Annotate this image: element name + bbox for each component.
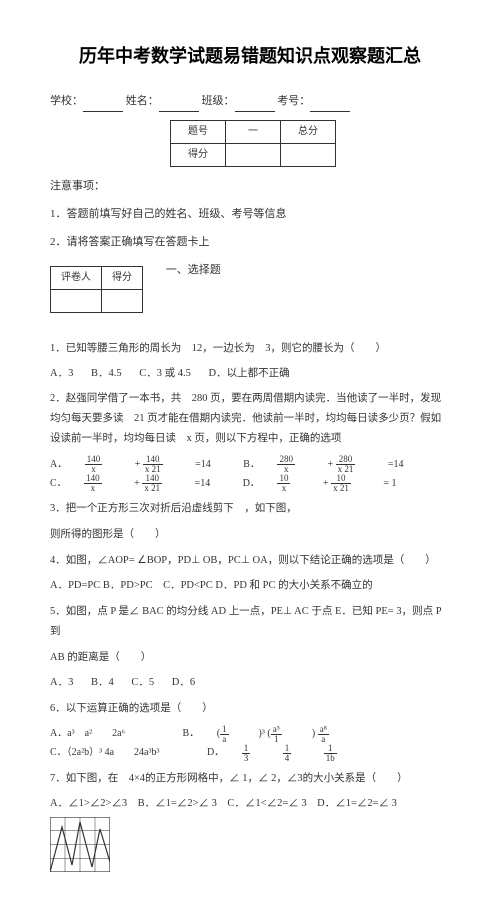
q2c: C． 140x + 140x 21 =14 bbox=[50, 478, 228, 489]
q4-opts: A．PD=PC B．PD>PC C．PD<PC D．PD 和 PC 的大小关系不… bbox=[50, 577, 450, 596]
score-h3: 总分 bbox=[281, 121, 336, 144]
notes-title: 注意事项： bbox=[50, 177, 450, 197]
eval-table: 评卷人 得分 bbox=[50, 266, 143, 313]
examno-blank bbox=[310, 99, 350, 112]
q7: 7．如下图，在 4×4的正方形网格中，∠ 1，∠ 2，∠3的大小关系是（ ） bbox=[50, 769, 450, 789]
q5: 5．如图，点 P 是∠ BAC 的均分线 AD 上一点，PE⊥ AC 于点 E．… bbox=[50, 602, 450, 642]
q5d: D．6 bbox=[172, 677, 195, 688]
q5a: A．3 bbox=[50, 677, 73, 688]
q6-opts: A．a³ a² 2a⁶ B． (1a)³ (a⁵1) a⁸a bbox=[50, 725, 450, 744]
eval-c2: 得分 bbox=[102, 266, 143, 289]
q1-opts: A．3 B．4.5 C．3 或 4.5 D．以上都不正确 bbox=[50, 365, 450, 384]
note1: 1．答题前填写好自己的姓名、班级、考号等信息 bbox=[50, 205, 450, 225]
q5c: C．5 bbox=[131, 677, 154, 688]
name-label: 姓名： bbox=[126, 95, 159, 107]
name-blank bbox=[159, 99, 199, 112]
q2d-pre: D． bbox=[243, 478, 260, 489]
q5b: B．4 bbox=[91, 677, 114, 688]
q2d-f2: 10x 21 bbox=[331, 474, 366, 493]
q3: 3．把一个正方形三次对折后沿虚线剪下 ，如下图， bbox=[50, 499, 450, 519]
q2c-eq: =14 bbox=[195, 478, 211, 489]
q2a-pre: A． bbox=[50, 459, 67, 470]
q4: 4．如图，∠AOP= ∠BOP，PD⊥ OB，PC⊥ OA，则以下结论正确的选项… bbox=[50, 551, 450, 571]
q2c-f2: 140x 21 bbox=[142, 474, 177, 493]
q2a-f1: 140x bbox=[85, 455, 118, 474]
score-blank1 bbox=[226, 144, 281, 167]
q6b-f3: a⁸a bbox=[318, 725, 344, 744]
q2a-eq: =14 bbox=[195, 459, 211, 470]
q1b: B．4.5 bbox=[91, 368, 122, 379]
q2a-f2: 140x 21 bbox=[143, 455, 178, 474]
q6b-pre: B． bbox=[183, 728, 200, 739]
q2a: A． 140x + 140x 21 =14 bbox=[50, 459, 228, 470]
q6-opts2: C．（2a²b）³ 4a 24a³b³ D． 13 14 11b bbox=[50, 744, 450, 763]
q5-opts: A．3 B．4 C．5 D．6 bbox=[50, 674, 450, 693]
q6d-f1: 13 bbox=[242, 744, 266, 763]
q5-2: AB 的距离是（ ） bbox=[50, 648, 450, 668]
q2b-f2: 280x 21 bbox=[336, 455, 371, 474]
q6d-f3: 11b bbox=[324, 744, 352, 763]
school-blank bbox=[83, 99, 123, 112]
score-h2: 一 bbox=[226, 121, 281, 144]
eval-b2 bbox=[102, 289, 143, 312]
eval-b1 bbox=[51, 289, 102, 312]
q2b-pre: B． bbox=[243, 459, 260, 470]
q6d: D． 13 14 11b bbox=[207, 747, 367, 758]
school-label: 学校： bbox=[50, 95, 83, 107]
q2d-eq: = 1 bbox=[383, 478, 396, 489]
q6a: A．a³ a² 2a⁶ bbox=[50, 728, 125, 739]
score-r2: 得分 bbox=[171, 144, 226, 167]
q2c-pre: C． bbox=[50, 478, 67, 489]
q1: 1．已知等腰三角形的周长为 12，一边长为 3，则它的腰长为（ ） bbox=[50, 339, 450, 359]
score-table: 题号 一 总分 得分 bbox=[170, 120, 336, 167]
score-blank2 bbox=[281, 144, 336, 167]
q6b: B． (1a)³ (a⁵1) a⁸a bbox=[183, 728, 359, 739]
q1d: D．以上都不正确 bbox=[209, 368, 290, 379]
q2d-f1: 10x bbox=[277, 474, 305, 493]
q1a: A．3 bbox=[50, 368, 73, 379]
q2: 2．赵强同学借了一本书，共 280 页，要在两周借期内读完．当他读了一半时，发现… bbox=[50, 389, 450, 449]
q3-2: 则所得的图形是（ ） bbox=[50, 525, 450, 545]
class-blank bbox=[235, 99, 275, 112]
q7-chart bbox=[50, 817, 110, 872]
q7-opts: A．∠1>∠2>∠3 B．∠1=∠2>∠ 3 C．∠1<∠2=∠ 3 D．∠1=… bbox=[50, 795, 450, 814]
class-label: 班级： bbox=[202, 95, 235, 107]
score-h1: 题号 bbox=[171, 121, 226, 144]
q1c: C．3 或 4.5 bbox=[139, 368, 191, 379]
q2b-f1: 280x bbox=[277, 455, 310, 474]
q2b: B． 280x + 280x 21 =14 bbox=[243, 459, 418, 470]
q2-opts: A． 140x + 140x 21 =14 B． 280x + 280x 21 … bbox=[50, 455, 450, 493]
eval-c1: 评卷人 bbox=[51, 266, 102, 289]
q6d-f2: 14 bbox=[283, 744, 307, 763]
q6c: C．（2a²b）³ 4a 24a³b³ bbox=[50, 747, 159, 758]
note2: 2．请将答案正确填写在答题卡上 bbox=[50, 233, 450, 253]
page-title: 历年中考数学试题易错题知识点观察题汇总 bbox=[50, 40, 450, 72]
q6: 6．以下运算正确的选项是（ ） bbox=[50, 699, 450, 719]
header-fields: 学校： 姓名： 班级： 考号： bbox=[50, 92, 450, 112]
q6b-f1: 1a bbox=[220, 725, 244, 744]
examno-label: 考号： bbox=[277, 95, 310, 107]
q2d: D． 10x + 10x 21 = 1 bbox=[243, 478, 412, 489]
q2b-eq: =14 bbox=[388, 459, 404, 470]
q6d-pre: D． bbox=[207, 747, 224, 758]
q6b-f2: a⁵1 bbox=[271, 725, 297, 744]
q2c-f1: 140x bbox=[84, 474, 117, 493]
section-heading: 一、选择题 bbox=[166, 261, 221, 281]
